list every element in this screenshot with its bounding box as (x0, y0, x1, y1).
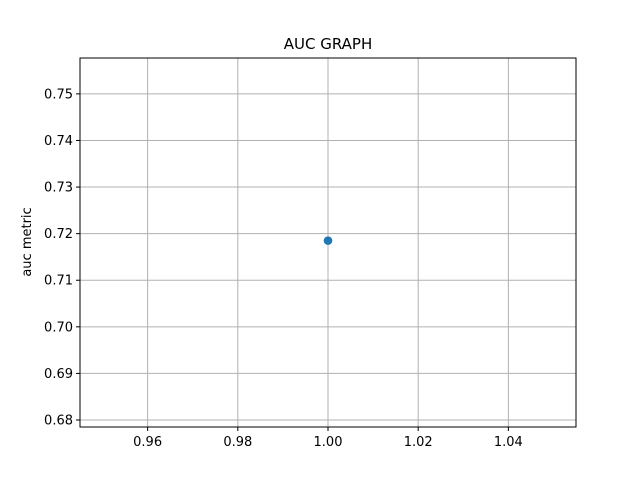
grid-lines (80, 58, 576, 427)
x-tick-label: 0.98 (223, 435, 252, 450)
data-point (323, 236, 333, 245)
y-tick-label: 0.73 (44, 181, 73, 196)
axis-ticks: 0.96 0.98 1.00 1.02 1.04 0.68 0.69 0.70 0.71 0.72… (44, 87, 523, 450)
y-tick-label: 0.69 (44, 367, 73, 382)
chart-title: AUC GRAPH (284, 35, 373, 53)
x-tick-label: 1.00 (314, 435, 343, 450)
x-tick-label: 1.04 (494, 435, 523, 450)
y-tick-label: 0.75 (44, 87, 73, 102)
y-axis-label: auc metric (20, 207, 35, 276)
y-tick-label: 0.68 (44, 414, 73, 429)
y-tick-label: 0.70 (44, 320, 73, 335)
y-tick-label: 0.72 (44, 227, 73, 242)
data-points (323, 236, 333, 245)
y-tick-label: 0.71 (44, 274, 73, 289)
x-tick-label: 1.02 (404, 435, 433, 450)
y-tick-label: 0.74 (44, 134, 73, 149)
plot-frame (79, 57, 577, 428)
x-tick-label: 0.96 (133, 435, 162, 450)
